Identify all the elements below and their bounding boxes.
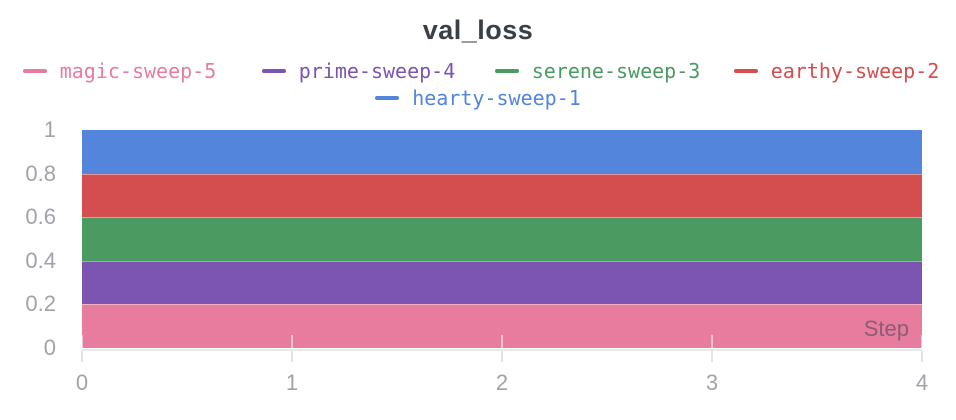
plot-area	[82, 130, 922, 348]
series-band-serene-sweep-3	[82, 217, 922, 261]
y-tick-label: 0.2	[25, 291, 56, 317]
x-tick-mark	[921, 351, 923, 362]
x-tick-mark	[501, 335, 503, 348]
x-tick-label: 3	[705, 370, 719, 395]
y-tick-label: 0.8	[25, 160, 56, 186]
legend-run-label: hearty-sweep-1	[412, 85, 581, 110]
x-tick-mark	[291, 335, 293, 348]
y-tick-label: 1	[43, 117, 56, 142]
series-band-prime-sweep-4	[82, 260, 922, 305]
x-tick-mark	[711, 335, 713, 348]
y-tick-label: 0	[43, 335, 56, 360]
x-tick-mark	[711, 351, 713, 362]
legend-run-label: serene-sweep-3	[531, 58, 701, 83]
x-tick-label: 0	[75, 370, 89, 395]
legend: magic-sweep-5 prime-sweep-4 serene-sweep-3…	[0, 57, 956, 111]
legend-item-hearty-sweep-1[interactable]: hearty-sweep-1	[0, 88, 956, 108]
legend-row: magic-sweep-5 prime-sweep-4 serene-sweep-3…	[0, 57, 956, 84]
x-tick-mark	[291, 351, 293, 362]
y-tick-label: 0.4	[25, 247, 56, 273]
legend-line-icon	[733, 68, 758, 73]
legend-item-serene-sweep-3[interactable]: serene-sweep-3	[478, 61, 717, 81]
x-tick-label: 4	[915, 370, 929, 395]
x-tick-mark	[81, 335, 83, 348]
chart-title: val_loss	[422, 15, 534, 45]
x-tick-mark	[501, 351, 503, 362]
x-tick-label: 2	[495, 370, 509, 395]
legend-item-earthy-sweep-2[interactable]: earthy-sweep-2	[717, 61, 956, 81]
x-axis-step-label: Step	[863, 316, 909, 341]
x-tick-mark	[921, 335, 923, 348]
series-band-earthy-sweep-2	[82, 173, 922, 218]
legend-item-magic-sweep-5[interactable]: magic-sweep-5	[0, 61, 239, 81]
legend-run-label: prime-sweep-4	[298, 58, 456, 83]
legend-line-icon	[494, 68, 519, 73]
x-axis-line	[82, 349, 922, 351]
legend-row: hearty-sweep-1	[0, 84, 956, 111]
y-tick-label: 0.6	[25, 204, 56, 230]
legend-line-icon	[261, 68, 286, 73]
legend-line-icon	[22, 68, 47, 73]
series-band-hearty-sweep-1	[82, 130, 922, 174]
x-tick-label: 1	[285, 370, 299, 395]
legend-item-prime-sweep-4[interactable]: prime-sweep-4	[239, 61, 478, 81]
legend-run-label: earthy-sweep-2	[770, 58, 940, 83]
legend-run-label: magic-sweep-5	[59, 58, 217, 83]
legend-line-icon	[375, 95, 400, 100]
x-tick-mark	[81, 351, 83, 362]
